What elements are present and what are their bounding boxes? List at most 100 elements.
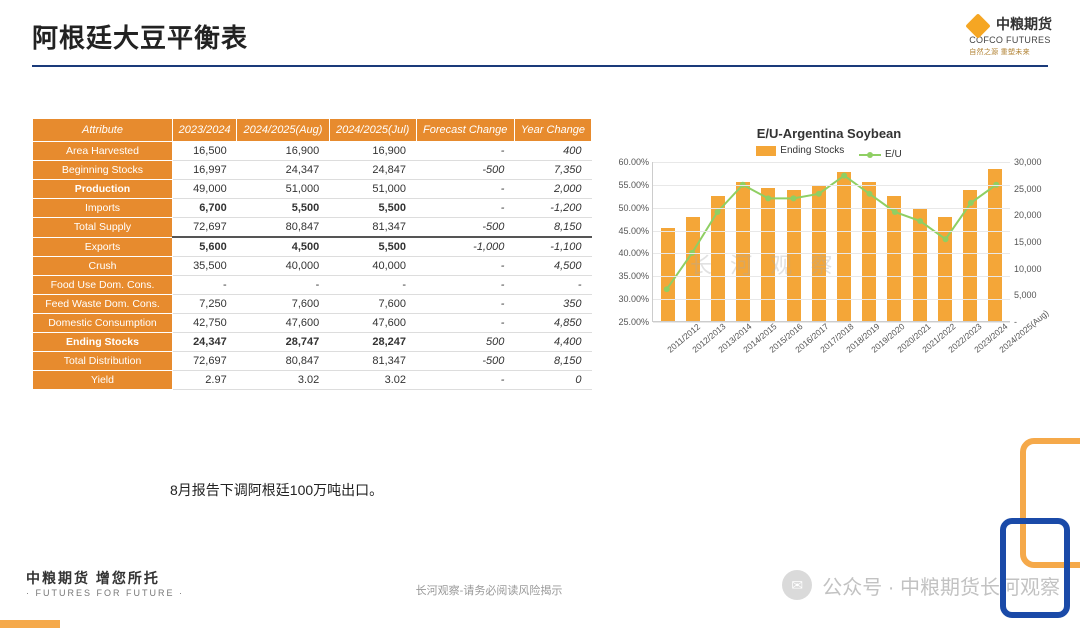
table-row: Yield2.973.023.02-0 [33, 371, 592, 390]
table-value-cell: 80,847 [237, 218, 330, 238]
table-value-cell: 47,600 [237, 314, 330, 333]
table-value-cell: 51,000 [329, 180, 416, 199]
table-row: Domestic Consumption42,75047,60047,600-4… [33, 314, 592, 333]
y-left-label: 60.00% [618, 157, 649, 167]
table-value-cell: - [173, 276, 237, 295]
y-right-label: 30,000 [1014, 157, 1042, 167]
table-header-cell: 2023/2024 [173, 119, 237, 142]
table-header-cell: Year Change [514, 119, 591, 142]
table-value-cell: 16,900 [329, 142, 416, 161]
table-value-cell: 4,500 [237, 237, 330, 257]
table-value-cell: 81,347 [329, 218, 416, 238]
chart-bar [963, 190, 977, 321]
chart-plot-area: 25.00%30.00%35.00%40.00%45.00%50.00%55.0… [652, 162, 1010, 322]
legend-bars: Ending Stocks [756, 145, 844, 156]
y-left-label: 40.00% [618, 248, 649, 258]
table-value-cell: 40,000 [237, 257, 330, 276]
table-value-cell: 81,347 [329, 352, 416, 371]
table-value-cell: -1,000 [416, 237, 514, 257]
brand-logo: 中粮期货 COFCO FUTURES 自然之源 重塑未来 [969, 14, 1052, 57]
table-attr-cell: Ending Stocks [33, 333, 173, 352]
table-value-cell: 500 [416, 333, 514, 352]
table-attr-cell: Yield [33, 371, 173, 390]
table-header-cell: Attribute [33, 119, 173, 142]
table-row: Crush35,50040,00040,000-4,500 [33, 257, 592, 276]
table-value-cell: 72,697 [173, 218, 237, 238]
table-row: Total Distribution72,69780,84781,347-500… [33, 352, 592, 371]
x-label: 2012/2013 [691, 338, 708, 355]
table-value-cell: 5,500 [329, 199, 416, 218]
y-right-label: 5,000 [1014, 290, 1037, 300]
y-left-label: 25.00% [618, 317, 649, 327]
table-attr-cell: Total Distribution [33, 352, 173, 371]
x-label: 2011/2012 [665, 338, 682, 355]
table-value-cell: -500 [416, 352, 514, 371]
table-value-cell: 2,000 [514, 180, 591, 199]
table-value-cell: -1,100 [514, 237, 591, 257]
table-value-cell: 24,347 [237, 161, 330, 180]
footer-center: 长河观察-请务必阅读风险揭示 [416, 582, 563, 598]
logo-tag: 自然之源 重塑未来 [969, 49, 1030, 56]
x-label: 2021/2022 [921, 338, 938, 355]
table-attr-cell: Beginning Stocks [33, 161, 173, 180]
table-value-cell: 47,600 [329, 314, 416, 333]
table-value-cell: 4,850 [514, 314, 591, 333]
table-value-cell: 40,000 [329, 257, 416, 276]
y-right-label: - [1014, 317, 1017, 327]
table-header-cell: 2024/2025(Jul) [329, 119, 416, 142]
table-value-cell: 28,247 [329, 333, 416, 352]
legend-bars-label: Ending Stocks [780, 145, 844, 156]
y-left-label: 45.00% [618, 226, 649, 236]
table-value-cell: 16,997 [173, 161, 237, 180]
table-value-cell: - [416, 371, 514, 390]
table-value-cell: 5,600 [173, 237, 237, 257]
table-value-cell: 16,500 [173, 142, 237, 161]
y-left-label: 30.00% [618, 294, 649, 304]
wechat-icon: ✉ [782, 570, 812, 600]
logo-sub-text: COFCO FUTURES [969, 35, 1050, 45]
table-attr-cell: Imports [33, 199, 173, 218]
table-value-cell: 2.97 [173, 371, 237, 390]
y-right-label: 10,000 [1014, 264, 1042, 274]
x-label: 2023/2024 [972, 338, 989, 355]
table-value-cell: 7,350 [514, 161, 591, 180]
table-row: Total Supply72,69780,84781,347-5008,150 [33, 218, 592, 238]
table-value-cell: 350 [514, 295, 591, 314]
table-row: Beginning Stocks16,99724,34724,847-5007,… [33, 161, 592, 180]
table-row: Imports6,7005,5005,500--1,200 [33, 199, 592, 218]
x-label: 2015/2016 [767, 338, 784, 355]
table-value-cell: 400 [514, 142, 591, 161]
y-left-label: 55.00% [618, 180, 649, 190]
table-value-cell: 16,900 [237, 142, 330, 161]
table-value-cell: 8,150 [514, 352, 591, 371]
table-row: Area Harvested16,50016,90016,900-400 [33, 142, 592, 161]
table-header-cell: 2024/2025(Aug) [237, 119, 330, 142]
table-row: Food Use Dom. Cons.----- [33, 276, 592, 295]
table-value-cell: - [329, 276, 416, 295]
table-value-cell: - [416, 180, 514, 199]
table-value-cell: 8,150 [514, 218, 591, 238]
legend-line-icon [859, 154, 881, 156]
x-label: 2017/2018 [818, 338, 835, 355]
table-value-cell: 42,750 [173, 314, 237, 333]
logo-main-text: 中粮期货 [996, 16, 1052, 32]
decor-bottom-right [990, 398, 1080, 568]
table-value-cell: 5,500 [329, 237, 416, 257]
table-value-cell: 28,747 [237, 333, 330, 352]
table-value-cell: 5,500 [237, 199, 330, 218]
table-attr-cell: Food Use Dom. Cons. [33, 276, 173, 295]
x-label: 2020/2021 [895, 338, 912, 355]
x-label: 2024/2025(Aug) [997, 338, 1014, 355]
chart-legend: Ending Stocks E/U [606, 145, 1052, 160]
table-attr-cell: Area Harvested [33, 142, 173, 161]
table-value-cell: - [514, 276, 591, 295]
chart-bar [787, 190, 801, 321]
table-attr-cell: Feed Waste Dom. Cons. [33, 295, 173, 314]
table-value-cell: -500 [416, 161, 514, 180]
table-attr-cell: Crush [33, 257, 173, 276]
chart-bar [913, 209, 927, 321]
table-value-cell: 4,400 [514, 333, 591, 352]
y-right-label: 15,000 [1014, 237, 1042, 247]
x-label: 2022/2023 [946, 338, 963, 355]
table-value-cell: 3.02 [237, 371, 330, 390]
